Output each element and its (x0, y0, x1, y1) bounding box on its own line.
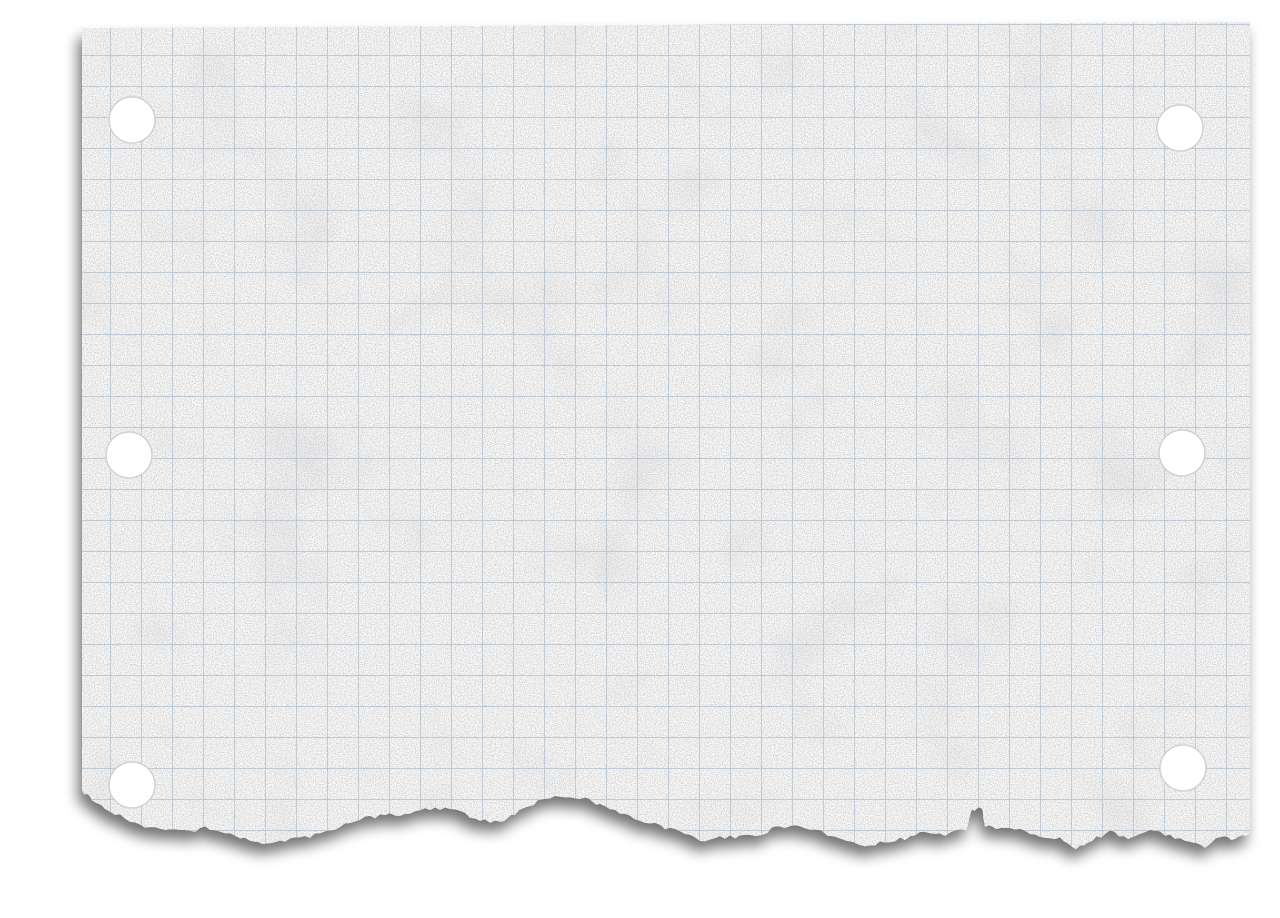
paper-texture (82, 22, 1250, 850)
paper-speckles (82, 22, 1250, 850)
punch-hole (108, 96, 156, 144)
punch-hole (1158, 429, 1206, 477)
punch-hole (105, 431, 153, 479)
punch-hole (108, 761, 156, 809)
punch-hole (1156, 104, 1204, 152)
punch-holes (105, 96, 1207, 809)
punch-hole (1159, 744, 1207, 792)
